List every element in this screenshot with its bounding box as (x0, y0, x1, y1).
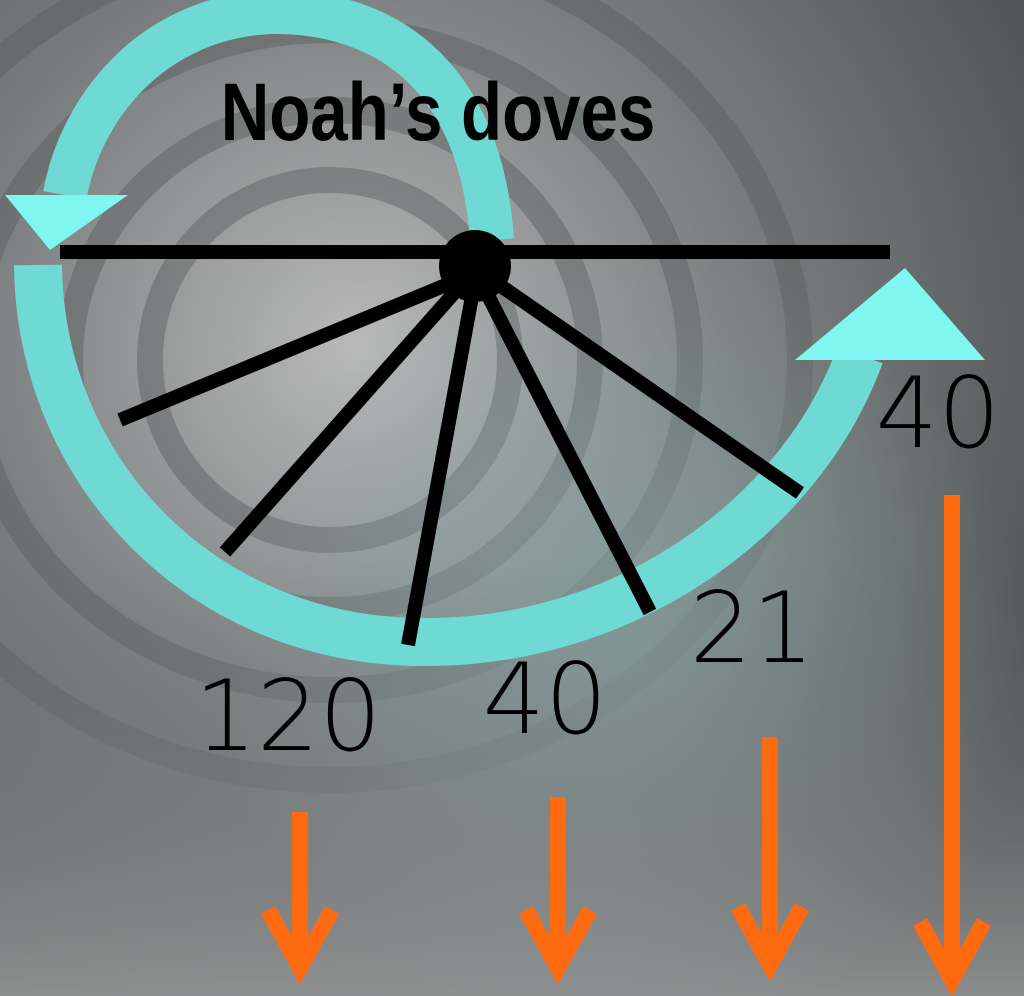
top-arrowhead (5, 195, 128, 250)
down-arrows (260, 495, 992, 996)
bottom-arc (14, 264, 883, 667)
hub (439, 230, 511, 302)
label: 120 (194, 660, 381, 774)
title: Noah’s doves (221, 66, 656, 158)
label: 40 (483, 643, 608, 757)
label: 21 (690, 572, 815, 686)
top-arc (43, 0, 514, 242)
bottom-arrowhead (795, 268, 985, 360)
label: 40 (876, 357, 1001, 471)
